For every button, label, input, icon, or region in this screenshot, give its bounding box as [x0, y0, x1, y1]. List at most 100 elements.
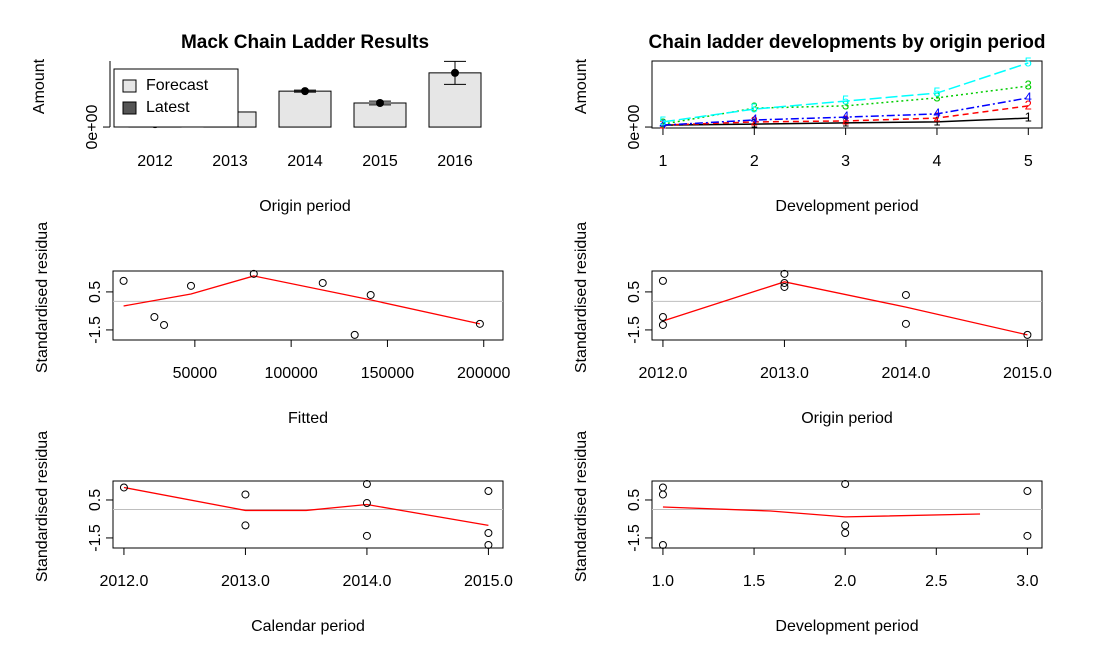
point [362, 531, 371, 540]
y-axis-label: Standardised residua [34, 222, 51, 373]
x-axis-label: Development period [775, 618, 918, 635]
x-tick-label: 3.0 [1016, 573, 1038, 590]
point [658, 313, 667, 321]
legend-swatch [122, 79, 137, 93]
x-tick-label: 2016 [437, 153, 473, 170]
x-tick-label: 2015.0 [464, 573, 513, 590]
x-tick-label: 50000 [173, 365, 218, 382]
point-label: 4 [659, 117, 666, 132]
y-tick-label: -1.5 [87, 524, 104, 552]
point [241, 521, 250, 530]
y-tick-label: 0e+00 [84, 104, 101, 149]
series-line [662, 62, 1029, 123]
point-label: 5 [842, 93, 849, 108]
point [241, 490, 250, 499]
y-tick-label: -1.5 [626, 316, 643, 344]
legend-label: Forecast [146, 77, 209, 94]
legend-label: Latest [146, 99, 190, 116]
x-tick-label: 2014.0 [881, 365, 930, 382]
point-label: 4 [751, 111, 758, 126]
point [249, 269, 258, 278]
point-label: 3 [842, 97, 849, 112]
x-tick-label: 2012.0 [99, 573, 148, 590]
ultimate-point [301, 87, 309, 96]
plot-box [651, 480, 1043, 549]
ultimate-point [376, 98, 384, 107]
chart-title: Chain ladder developments by origin peri… [649, 32, 1046, 53]
point-label: 3 [1025, 77, 1032, 92]
point [362, 480, 371, 489]
x-axis-label: Fitted [288, 410, 328, 427]
point-label: 2 [842, 112, 849, 127]
y-axis-label: Standardised residua [34, 431, 51, 582]
x-tick-label: 2014 [287, 153, 323, 170]
point [901, 290, 910, 299]
x-tick-label: 4 [933, 153, 942, 170]
point-label: 2 [751, 113, 758, 128]
x-tick-label: 2013.0 [221, 573, 270, 590]
x-tick-label: 2.0 [834, 573, 856, 590]
x-tick-label: 5 [1024, 153, 1033, 170]
x-tick-label: 2.5 [925, 573, 947, 590]
panel: Development period Standardised residua -1… [573, 431, 1043, 635]
x-tick-label: 2014.0 [342, 573, 391, 590]
x-tick-label: 2015 [362, 153, 398, 170]
point [658, 483, 667, 492]
point [1023, 330, 1032, 339]
y-tick-label: -1.5 [87, 316, 104, 344]
x-tick-label: 2013 [212, 153, 248, 170]
point-label: 5 [751, 101, 758, 116]
y-axis-label: Standardised residua [573, 431, 590, 582]
trend-line [123, 275, 481, 325]
y-tick-label: 0e+00 [626, 104, 643, 149]
point [658, 276, 667, 285]
x-tick-label: 2 [750, 153, 759, 170]
point [841, 480, 850, 489]
point [658, 540, 667, 549]
point [658, 320, 667, 329]
x-tick-label: 1.5 [743, 573, 765, 590]
chart-title: Mack Chain Ladder Results [181, 32, 429, 53]
x-tick-label: 100000 [264, 365, 317, 382]
point-label: 5 [659, 113, 666, 128]
trend-line [123, 486, 489, 527]
y-axis-label: Amount [573, 58, 590, 114]
point [350, 330, 359, 339]
point [318, 278, 327, 287]
point [150, 313, 159, 321]
x-tick-label: 2015.0 [1003, 365, 1052, 382]
series-line [662, 85, 1029, 125]
point-label: 5 [1025, 54, 1032, 69]
x-tick-label: 1 [659, 153, 668, 170]
point [484, 487, 493, 496]
point-label: 4 [933, 105, 940, 120]
y-axis-label: Standardised residua [573, 222, 590, 373]
x-tick-label: 200000 [457, 365, 510, 382]
point-label: 3 [659, 116, 666, 131]
legend-box [113, 68, 239, 128]
plot-box [112, 270, 504, 341]
panel: Fitted Standardised residua -1.5 0.5 50000 10… [34, 222, 510, 427]
point-label: 2 [1025, 97, 1032, 112]
point [901, 319, 910, 328]
y-tick-label: -1.5 [626, 524, 643, 552]
x-tick-label: 150000 [361, 365, 414, 382]
y-tick-label: 0.5 [626, 489, 643, 511]
x-tick-label: 2012 [137, 153, 173, 170]
point-label: 1 [751, 116, 758, 131]
point [1023, 531, 1032, 540]
x-tick-label: 2013.0 [760, 365, 809, 382]
point [362, 499, 371, 508]
point-label: 1 [842, 114, 849, 129]
plot-box [651, 270, 1043, 341]
panel: Mack Chain Ladder Results Origin period Am… [31, 32, 482, 215]
x-axis-label: Calendar period [251, 618, 365, 635]
bar-segment [278, 90, 332, 128]
point [119, 483, 128, 492]
point-label: 5 [933, 84, 940, 99]
point [187, 281, 195, 290]
point [475, 319, 484, 328]
y-tick-label: 0.5 [87, 489, 104, 511]
point [484, 529, 493, 538]
